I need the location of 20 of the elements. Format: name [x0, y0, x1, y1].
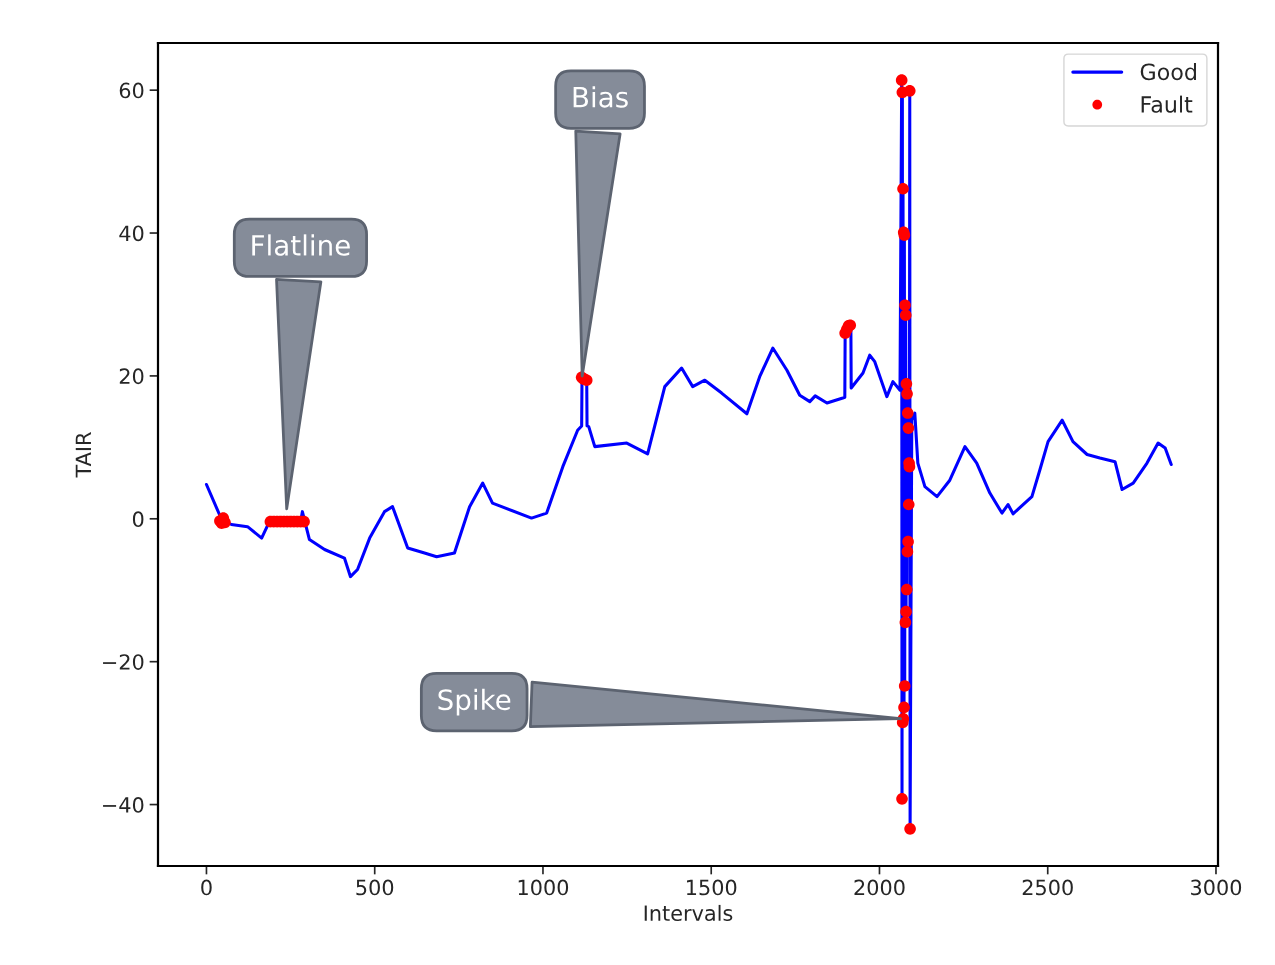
legend-label: Good	[1140, 63, 1196, 81]
x-tick-label: 3000	[1191, 879, 1242, 896]
y-tick-label: 0	[132, 511, 144, 528]
annotation: Flatline	[252, 234, 350, 256]
y-tick-label: 60	[119, 82, 144, 99]
x-tick-label: 0	[201, 879, 212, 896]
x-tick-label: 2000	[854, 879, 905, 896]
x-tick-label: 2500	[1022, 879, 1073, 896]
y-tick-label: −40	[103, 797, 144, 813]
x-tick-label: 500	[356, 879, 394, 896]
x-axis-title: Intervals	[644, 904, 733, 922]
y-axis-title: TAIR	[75, 432, 91, 478]
y-tick-label: 20	[119, 368, 144, 385]
legend-label: Fault	[1141, 95, 1193, 113]
annotation: Bias	[573, 86, 628, 108]
y-tick-label: 40	[119, 225, 144, 242]
y-tick-label: −20	[103, 654, 144, 670]
annotation: Spike	[438, 688, 511, 716]
x-tick-label: 1000	[518, 879, 569, 896]
x-tick-label: 1500	[687, 879, 737, 896]
